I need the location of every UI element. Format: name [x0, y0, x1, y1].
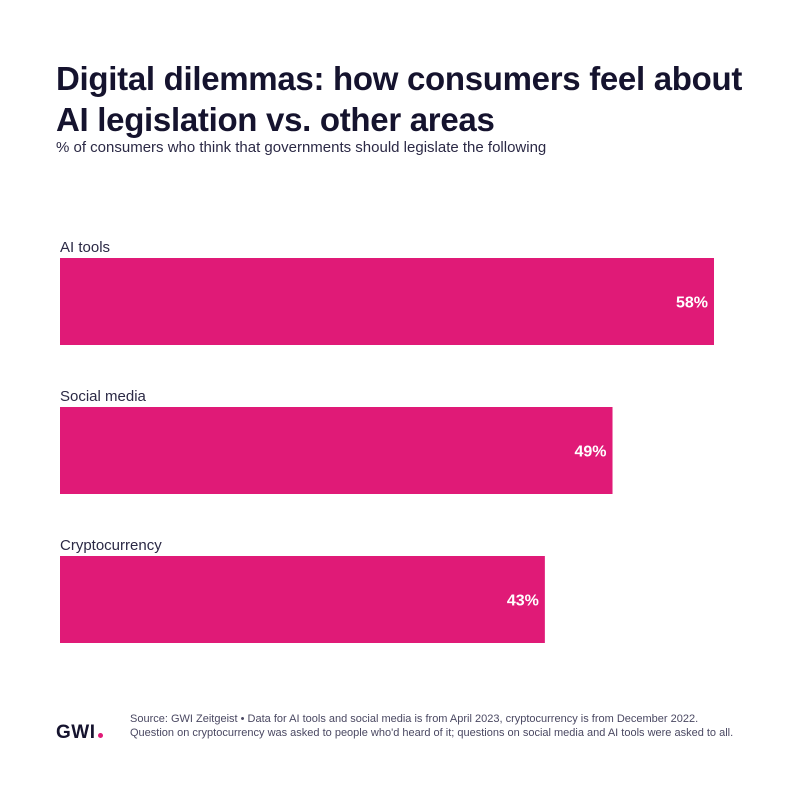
- value-label-social-media: 49%: [574, 444, 606, 461]
- category-label-social-media: Social media: [60, 388, 147, 405]
- logo-text: GWI: [56, 722, 96, 743]
- gwi-logo: GWI: [56, 722, 103, 744]
- bar-cryptocurrency: [60, 556, 545, 643]
- category-label-ai-tools: AI tools: [60, 239, 110, 256]
- source-note: Source: GWI Zeitgeist • Data for AI tool…: [130, 713, 734, 739]
- value-label-cryptocurrency: 43%: [507, 593, 539, 610]
- chart-subtitle: % of consumers who think that government…: [56, 139, 547, 156]
- bar-social-media: [60, 407, 613, 494]
- bar-ai-tools: [60, 258, 714, 345]
- logo-dot-icon: [97, 733, 103, 738]
- category-label-cryptocurrency: Cryptocurrency: [60, 537, 162, 554]
- chart-title: Digital dilemmas: how consumers feel abo…: [56, 60, 743, 138]
- value-label-ai-tools: 58%: [676, 295, 708, 312]
